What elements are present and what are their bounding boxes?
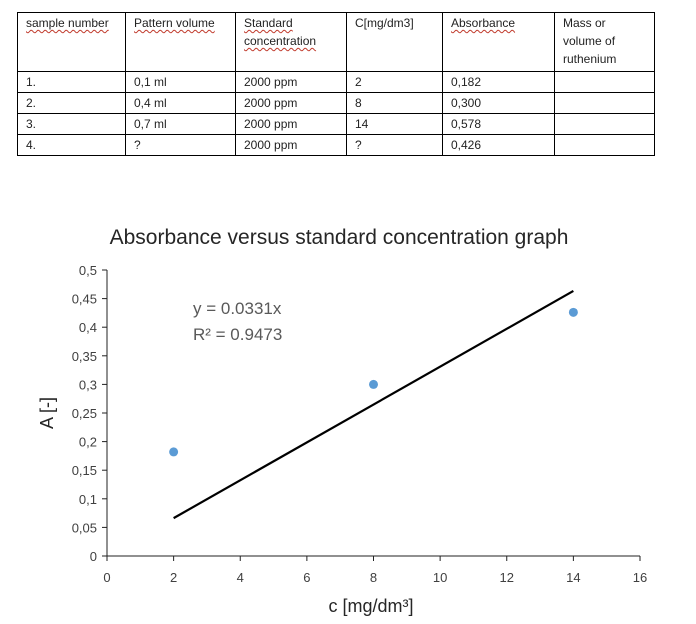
header-sample-number: sample number xyxy=(17,12,126,72)
data-point xyxy=(369,379,378,389)
table-cell xyxy=(554,134,655,156)
y-tick-label: 0,2 xyxy=(79,435,97,450)
table-cell: 0,578 xyxy=(442,113,555,135)
data-table: sample number Pattern volume Standard co… xyxy=(17,12,655,156)
header-pattern-volume: Pattern volume xyxy=(125,12,236,72)
scatter-chart: Absorbance versus standard concentration… xyxy=(37,226,647,616)
header-label: Standard concentration xyxy=(244,16,317,48)
table-cell: 1. xyxy=(17,71,126,93)
x-tick-label: 4 xyxy=(237,570,244,585)
x-tick-label: 2 xyxy=(170,570,177,585)
trendline xyxy=(173,289,574,520)
header-label: Pattern volume xyxy=(134,16,215,30)
table-cell: 0,300 xyxy=(442,92,555,114)
table-cell: 0,182 xyxy=(442,71,555,93)
y-tick-label: 0 xyxy=(90,549,97,564)
header-concentration: C[mg/dm3] xyxy=(346,12,443,72)
y-tick-label: 0,15 xyxy=(72,463,97,478)
table-header-row: sample number Pattern volume Standard co… xyxy=(17,12,655,72)
y-tick-label: 0,35 xyxy=(72,349,97,364)
x-tick-label: 0 xyxy=(103,570,110,585)
y-tick-label: 0,4 xyxy=(79,320,97,335)
table-cell xyxy=(554,92,655,114)
header-mass-or-volume: Mass or volume of ruthenium xyxy=(554,12,655,72)
trendline-r-squared: R² = 0.9473 xyxy=(193,325,282,344)
header-label: C[mg/dm3] xyxy=(355,16,414,30)
table-cell: 0,426 xyxy=(442,134,555,156)
table-cell: ? xyxy=(346,134,443,156)
table-cell: 2000 ppm xyxy=(235,92,347,114)
table-cell: 2. xyxy=(17,92,126,114)
table-row: 3. 0,7 ml 2000 ppm 14 0,578 xyxy=(17,113,655,135)
table-cell: 3. xyxy=(17,113,126,135)
table-cell: 8 xyxy=(346,92,443,114)
y-tick-label: 0,5 xyxy=(79,263,97,278)
table-cell: 2 xyxy=(346,71,443,93)
table-row: 4. ? 2000 ppm ? 0,426 xyxy=(17,134,655,156)
y-tick-label: 0,25 xyxy=(72,406,97,421)
table-cell: 0,1 ml xyxy=(125,71,236,93)
table-cell: 0,7 ml xyxy=(125,113,236,135)
y-tick-label: 0,3 xyxy=(79,377,97,392)
table-cell: ? xyxy=(125,134,236,156)
x-tick-label: 8 xyxy=(370,570,377,585)
y-tick-label: 0,1 xyxy=(79,492,97,507)
chart-title: Absorbance versus standard concentration… xyxy=(110,226,569,249)
x-axis-label: c [mg/dm³] xyxy=(328,596,413,616)
table-cell xyxy=(554,113,655,135)
table-row: 2. 0,4 ml 2000 ppm 8 0,300 xyxy=(17,92,655,114)
y-axis-label: A [-] xyxy=(37,397,57,429)
x-tick-label: 14 xyxy=(566,570,580,585)
x-tick-label: 6 xyxy=(303,570,310,585)
table-cell: 2000 ppm xyxy=(235,113,347,135)
x-tick-label: 12 xyxy=(500,570,514,585)
trendline-equation: y = 0.0331x xyxy=(193,299,282,318)
table-cell: 2000 ppm xyxy=(235,134,347,156)
table-cell: 4. xyxy=(17,134,126,156)
header-absorbance: Absorbance xyxy=(442,12,555,72)
x-tick-label: 10 xyxy=(433,570,447,585)
data-point xyxy=(568,307,578,317)
table-cell: 14 xyxy=(346,113,443,135)
x-tick-label: 16 xyxy=(633,570,647,585)
table-cell: 0,4 ml xyxy=(125,92,236,114)
header-label: Mass or volume of ruthenium xyxy=(563,16,617,66)
header-standard-concentration: Standard concentration xyxy=(235,12,347,72)
y-tick-label: 0,45 xyxy=(72,292,97,307)
header-label: sample number xyxy=(26,16,109,30)
y-tick-label: 0,05 xyxy=(72,520,97,535)
table-cell: 2000 ppm xyxy=(235,71,347,93)
table-cell xyxy=(554,71,655,93)
header-label: Absorbance xyxy=(451,16,516,30)
data-point xyxy=(169,447,179,457)
table-row: 1. 0,1 ml 2000 ppm 2 0,182 xyxy=(17,71,655,93)
